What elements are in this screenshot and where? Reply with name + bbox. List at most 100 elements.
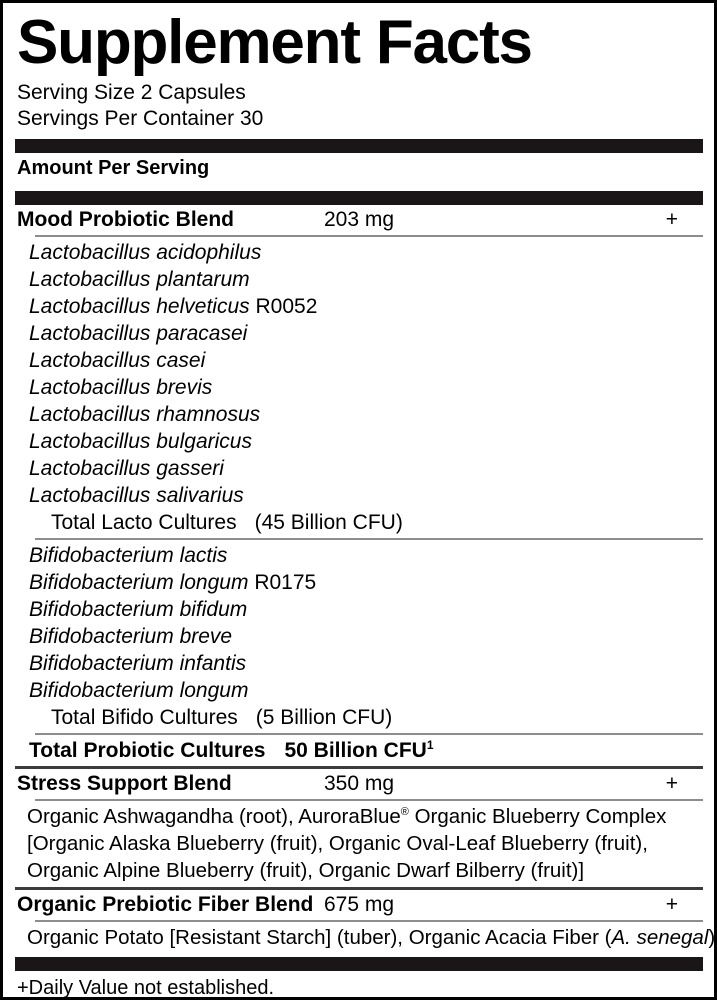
page-title: Supplement Facts (17, 8, 533, 77)
strain-genus: Bifidobacterium (29, 598, 174, 621)
divider-bar-amount (15, 191, 703, 205)
strain-species: infantis (179, 652, 247, 675)
divider-bar-top (15, 139, 703, 153)
strain-genus: Lactobacillus (29, 241, 151, 264)
strain-species: breve (179, 625, 233, 648)
bifido-total-row: Total Bifido Cultures (5 Billion CFU) (15, 704, 703, 732)
strain-species: paracasei (156, 322, 248, 345)
amount-per-serving-header: Amount Per Serving (17, 157, 210, 179)
strain-species: bifidum (179, 598, 248, 621)
strain-genus: Lactobacillus (29, 403, 151, 426)
strain-species: longum (179, 571, 249, 594)
list-item: Bifidobacterium infantis (15, 650, 703, 677)
strain-species: helveticus (156, 295, 250, 318)
blend-name-fiber: Organic Prebiotic Fiber Blend (17, 893, 314, 916)
blend-row-fiber: Organic Prebiotic Fiber Blend 675 mg + (15, 890, 703, 920)
list-item: Lactobacillus salivarius (15, 482, 703, 509)
list-item: Lactobacillus helveticus R0052 (15, 293, 703, 320)
strain-genus: Lactobacillus (29, 295, 151, 318)
total-probiotic-row: Total Probiotic Cultures 50 Billion CFU1 (15, 735, 703, 766)
strain-genus: Lactobacillus (29, 457, 151, 480)
bifido-total-label: Total Bifido Cultures (51, 706, 238, 729)
strain-species: plantarum (156, 268, 250, 291)
blend-dv-stress: + (665, 772, 678, 795)
list-item: Bifidobacterium breve (15, 623, 703, 650)
list-item: Bifidobacterium bifidum (15, 596, 703, 623)
divider-under-fiber (35, 920, 703, 922)
strain-species: longum (179, 679, 249, 702)
list-item: Lactobacillus casei (15, 347, 703, 374)
ingredient-line: [Organic Alaska Blueberry (fruit), Organ… (27, 832, 648, 855)
total-probiotic-amount: 50 Billion CFU1 (15, 735, 703, 766)
divider-above-total-probiotic (35, 733, 703, 735)
ingredient-line: Organic Ashwagandha (root), AuroraBlue® … (27, 805, 667, 828)
list-item: Bifidobacterium lactis (15, 542, 703, 569)
strain-species: salivarius (156, 484, 244, 507)
strain-species: bulgaricus (156, 430, 252, 453)
ingredient-line: Organic Alpine Blueberry (fruit), Organi… (27, 859, 585, 882)
divider-under-mood (35, 235, 703, 237)
list-item: Bifidobacterium longum (15, 677, 703, 704)
strain-genus: Bifidobacterium (29, 625, 174, 648)
total-probiotic-amount-value: 50 Billion CFU (284, 739, 427, 762)
lacto-strain-list: Lactobacillus acidophilus Lactobacillus … (15, 237, 703, 538)
strain-genus: Bifidobacterium (29, 544, 174, 567)
strain-genus: Lactobacillus (29, 349, 151, 372)
list-item: Lactobacillus acidophilus (15, 239, 703, 266)
strain-species: casei (156, 349, 206, 372)
label-content: Supplement Facts Serving Size 2 Capsules… (3, 3, 714, 997)
bifido-strain-list: Bifidobacterium lactis Bifidobacterium l… (15, 540, 703, 733)
blend-amount-stress: 350 mg (323, 772, 395, 795)
lacto-total-row: Total Lacto Cultures (45 Billion CFU) (15, 509, 703, 537)
stress-ingredients: Organic Ashwagandha (root), AuroraBlue® … (15, 801, 703, 887)
strain-species: gasseri (156, 457, 224, 480)
ingredient-suffix: ) (708, 926, 716, 949)
blend-row-mood: Mood Probiotic Blend 203 mg + (15, 205, 703, 235)
list-item: Bifidobacterium longum R0175 (15, 569, 703, 596)
serving-size: Serving Size 2 Capsules (17, 81, 246, 104)
ingredient-prefix: Organic Potato [Resistant Starch] (tuber… (27, 926, 612, 949)
lacto-total-label: Total Lacto Cultures (51, 511, 237, 534)
strain-code: R0052 (255, 295, 318, 318)
strain-genus: Lactobacillus (29, 484, 151, 507)
divider-lacto-bifido (35, 538, 703, 540)
strain-genus: Lactobacillus (29, 322, 151, 345)
list-item: Lactobacillus rhamnosus (15, 401, 703, 428)
list-item: Lactobacillus gasseri (15, 455, 703, 482)
divider-above-fiber (15, 887, 703, 890)
list-item: Lactobacillus bulgaricus (15, 428, 703, 455)
divider-bar-bottom (15, 957, 703, 971)
ingredient-line: Organic Potato [Resistant Starch] (tuber… (27, 924, 714, 951)
registered-mark-icon: ® (400, 806, 409, 819)
strain-species: rhamnosus (156, 403, 261, 426)
strain-genus: Bifidobacterium (29, 571, 174, 594)
strain-genus: Lactobacillus (29, 268, 151, 291)
strain-code: R0175 (254, 571, 317, 594)
strain-genus: Lactobacillus (29, 430, 151, 453)
divider-under-stress (35, 799, 703, 801)
list-item: Lactobacillus plantarum (15, 266, 703, 293)
strain-genus: Lactobacillus (29, 376, 151, 399)
bifido-total-cfu: (5 Billion CFU) (255, 706, 393, 729)
blend-name-stress: Stress Support Blend (17, 772, 232, 795)
lacto-total-cfu: (45 Billion CFU) (254, 511, 403, 534)
blend-dv-fiber: + (665, 893, 678, 916)
list-item: Lactobacillus paracasei (15, 320, 703, 347)
blend-name-mood: Mood Probiotic Blend (17, 208, 234, 231)
strain-genus: Bifidobacterium (29, 679, 174, 702)
strain-species: brevis (156, 376, 213, 399)
total-probiotic-label: Total Probiotic Cultures (29, 739, 266, 762)
blend-dv-mood: + (665, 208, 678, 231)
blend-row-stress: Stress Support Blend 350 mg + (15, 769, 703, 799)
blend-amount-mood: 203 mg (323, 208, 395, 231)
list-item: Lactobacillus brevis (15, 374, 703, 401)
strain-genus: Bifidobacterium (29, 652, 174, 675)
fiber-ingredients: Organic Potato [Resistant Starch] (tuber… (15, 922, 714, 954)
footnote-marker: 1 (426, 738, 434, 752)
divider-above-stress (15, 766, 703, 769)
strain-species: lactis (179, 544, 228, 567)
blend-amount-fiber: 675 mg (323, 893, 395, 916)
strain-species: acidophilus (156, 241, 262, 264)
ingredient-species: A. senegal (611, 926, 709, 949)
